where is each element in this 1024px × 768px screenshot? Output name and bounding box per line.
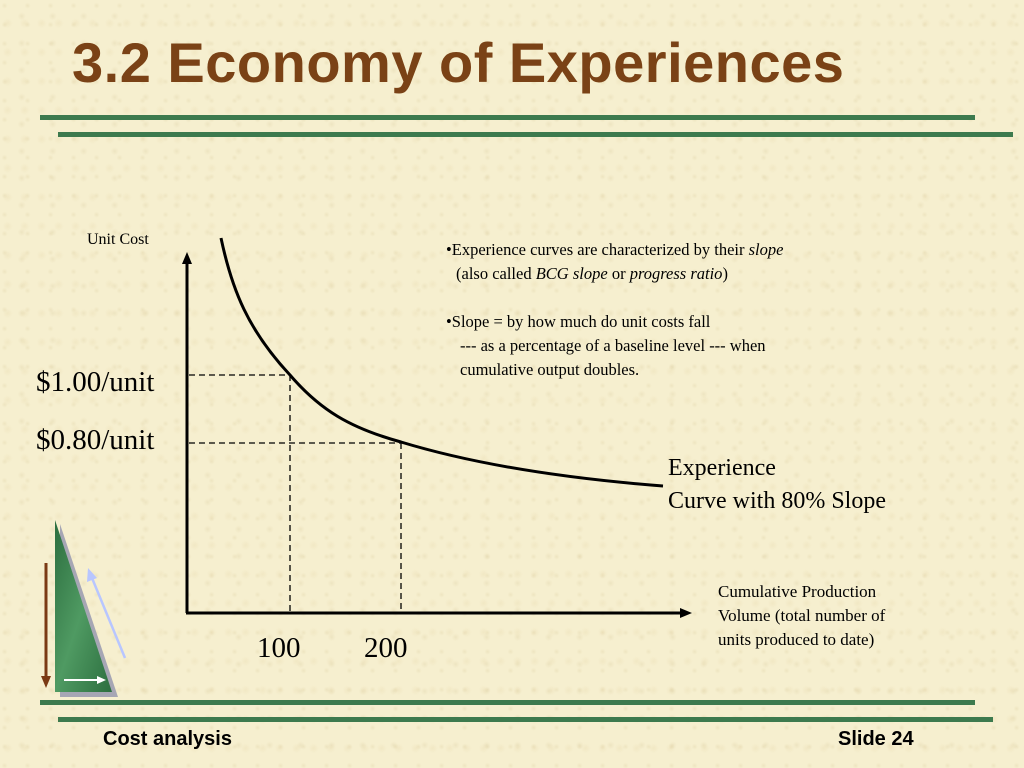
or-text: or [607, 264, 630, 283]
x-axis-label-line1: Cumulative Production [718, 582, 877, 601]
y-axis-arrowhead [182, 252, 192, 264]
bullet-definition-line1: •Slope = by how much do unit costs fall [446, 312, 711, 331]
bullet-definition-line3: cumulative output doubles. [460, 360, 640, 379]
curve-label-line2: Curve with 80% Slope [668, 488, 886, 514]
progress-ratio-term: progress ratio [629, 264, 723, 283]
footer-rule-top [40, 700, 975, 705]
decorative-diagonal-arrowhead [87, 568, 97, 582]
decorative-diagonal-arrow [90, 577, 127, 659]
notes: •Experience curves are characterized by … [446, 238, 783, 406]
x-axis-arrowhead [680, 608, 692, 618]
experience-curve [219, 237, 664, 488]
decorative-down-arrowhead [41, 676, 51, 688]
volume-label-200: 200 [364, 632, 408, 664]
slope-term: slope [748, 240, 784, 259]
footer-course-title: Cost analysis [103, 728, 232, 750]
bullet-slope-line2: (also called BCG slope or progress ratio… [446, 264, 728, 283]
decorative-triangle [55, 520, 112, 692]
title-rule-top [40, 115, 975, 120]
close-paren: ) [722, 264, 728, 283]
cost-label-080: $0.80/unit [36, 424, 155, 456]
footer-rule-bottom [58, 717, 993, 722]
slide-title: 3.2 Economy of Experiences [72, 31, 845, 94]
x-axis-label-line3: units produced to date) [718, 630, 875, 649]
x-axis-label-line2: Volume (total number of [718, 606, 886, 625]
also-called-text: (also called [456, 264, 536, 283]
x-axis-label: Cumulative Production Volume (total numb… [718, 580, 885, 652]
bullet-definition-line2: --- as a percentage of a baseline level … [460, 336, 766, 355]
footer-slide-number: Slide 24 [838, 728, 914, 750]
bullet-slope-text: •Experience curves are characterized by … [446, 240, 749, 259]
decorative-right-arrowhead [97, 676, 106, 684]
bullet-slope: •Experience curves are characterized by … [446, 238, 783, 286]
bcg-slope-term: BCG slope [535, 264, 608, 283]
curve-label-line1: Experience [668, 455, 776, 481]
curve-label: Experience Curve with 80% Slope [668, 452, 886, 518]
cost-label-100: $1.00/unit [36, 366, 155, 398]
title-rule-bottom [58, 132, 1013, 137]
bullet-definition: •Slope = by how much do unit costs fall … [446, 310, 783, 382]
y-axis-label: Unit Cost [87, 231, 149, 248]
volume-label-100: 100 [257, 632, 301, 664]
